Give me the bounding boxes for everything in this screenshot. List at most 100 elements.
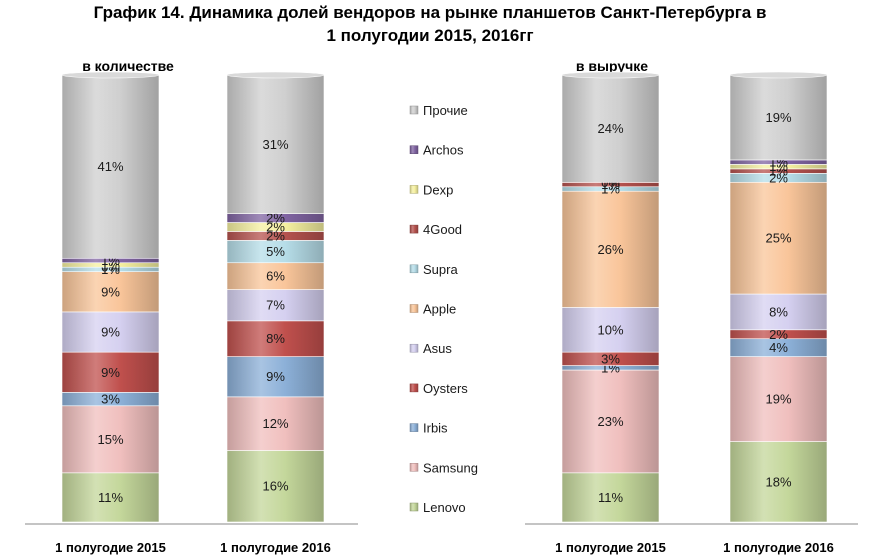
data-label-lenovo: 11% [98,490,123,505]
legend-label: Dexp [423,182,453,197]
bar-segment-irbis [226,356,325,398]
legend-item-4good: 4Good [409,222,462,237]
data-label-oysters: 9% [101,365,120,380]
data-label-asus: 9% [101,325,120,340]
data-label-samsung: 23% [597,414,623,429]
legend-label: Archos [423,143,464,158]
panel-title-revenue: в выручке [576,58,648,74]
legend-label: Irbis [423,421,448,436]
legend-label: Asus [423,341,452,356]
data-label-apple: 9% [101,284,120,299]
legend-item-archos: Archos [409,143,464,158]
legend-item-lenovo: Lenovo [409,500,466,515]
legend: Прочие Archos Dexp 4Good Supra Apple Asus Oyste… [409,103,478,515]
chart-title-line-1: График 14. Динамика долей вендоров на ры… [94,3,767,22]
bar-segment-asus [729,293,828,331]
legend-swatch [409,224,419,234]
category-label: 1 полугодие 2016 [723,540,834,555]
bar-segment-lenovo [61,472,160,523]
data-label-asus: 10% [597,322,623,337]
data-label-прочие: 19% [765,110,791,125]
bar-segment-oysters [226,320,325,357]
bar-top-cap [729,71,828,79]
bar-segment-прочие [561,74,660,183]
data-label-samsung: 12% [262,416,288,431]
data-label-lenovo: 11% [598,490,623,505]
legend-swatch [409,343,419,353]
bar-stack-revenue-1: 11%23%1%3%10%26%1%1%0%24% [561,71,660,523]
bar-segment-asus [561,307,660,353]
legend-swatch [409,463,419,472]
data-label-прочие: 24% [597,121,623,136]
bars-layer: 11%15%3%9%9%9%1%0%1%1%41%1 полугодие 201… [55,71,834,555]
legend-item-oysters: Oysters [409,381,468,396]
bar-top-cap [61,71,160,79]
bar-segment-прочие [61,74,160,259]
legend-label: Прочие [423,103,468,118]
legend-item-samsung: Samsung [409,460,478,475]
data-label-4good: 2% [266,228,285,243]
data-label-dexp: 2% [266,219,285,234]
legend-item-apple: Apple [409,302,456,317]
data-label-apple: 26% [597,242,623,257]
legend-swatch [409,145,419,154]
bar-segment-apple [729,181,828,295]
bar-top-cap [226,71,325,79]
category-label: 1 полугодие 2016 [220,540,331,555]
legend-item-supra: Supra [409,262,458,277]
bar-segment-lenovo [561,472,660,523]
bar-segment-oysters [61,351,160,393]
bar-segment-прочие [729,74,828,161]
bar-segment-apple [226,262,325,290]
data-label-irbis: 9% [266,369,285,384]
legend-item-dexp: Dexp [409,182,453,197]
data-label-supra: 2% [769,170,788,185]
data-label-samsung: 19% [765,392,791,407]
bar-segment-samsung [61,405,160,474]
bar-top-cap [561,71,660,79]
bar-segment-asus [226,289,325,322]
legend-swatch [409,423,419,432]
bar-stack-revenue-2: 18%19%4%2%8%25%2%1%1%1%19% [729,71,828,523]
bar-segment-samsung [729,356,828,442]
bar-segment-lenovo [729,441,828,523]
legend-swatch [409,105,419,115]
data-label-oysters: 2% [769,327,788,342]
data-label-supra: 5% [266,244,285,259]
data-label-lenovo: 18% [765,474,791,489]
legend-swatch [409,502,419,512]
legend-label: Oysters [423,381,468,396]
legend-label: Apple [423,302,456,317]
legend-label: 4Good [423,222,462,237]
legend-swatch [409,304,419,313]
category-label: 1 полугодие 2015 [55,540,166,555]
legend-item-asus: Asus [409,341,452,356]
category-label: 1 полугодие 2015 [555,540,666,555]
data-label-irbis: 4% [769,340,788,355]
bar-segment-asus [61,311,160,353]
data-label-oysters: 8% [266,331,285,346]
data-label-прочие: 41% [97,159,123,174]
legend-item-прочие: Прочие [409,103,468,118]
bar-segment-samsung [226,396,325,451]
bar-segment-прочие [226,74,325,214]
legend-item-irbis: Irbis [409,421,448,436]
bar-segment-apple [61,271,160,313]
legend-swatch [409,264,419,274]
data-label-archos: 2% [266,211,285,226]
legend-swatch [409,185,419,194]
data-label-lenovo: 16% [262,479,288,494]
data-label-samsung: 15% [97,432,123,447]
legend-label: Lenovo [423,500,466,515]
bar-stack-quantity-1: 11%15%3%9%9%9%1%0%1%1%41% [61,71,160,523]
legend-label: Supra [423,262,458,277]
data-label-irbis: 3% [101,392,120,407]
bar-segment-lenovo [226,450,325,523]
bar-segment-apple [561,190,660,308]
data-label-apple: 6% [266,269,285,284]
data-label-asus: 8% [769,304,788,319]
legend-swatch [409,383,419,393]
data-label-прочие: 31% [262,137,288,152]
legend-label: Samsung [423,460,478,475]
